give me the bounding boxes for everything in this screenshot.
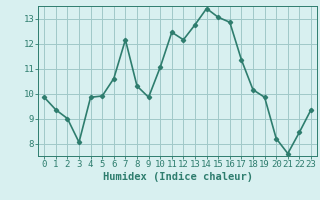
- X-axis label: Humidex (Indice chaleur): Humidex (Indice chaleur): [103, 172, 252, 182]
